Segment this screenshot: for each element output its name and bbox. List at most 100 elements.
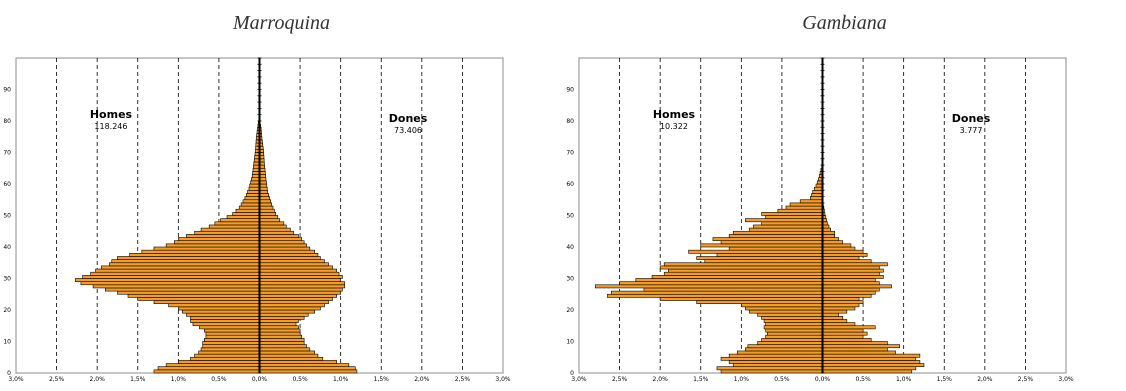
female-group-count: 73.406 (394, 126, 422, 135)
x-tick-label: 2,5% (612, 376, 628, 383)
bar-male (736, 350, 823, 355)
bar-female (259, 240, 305, 245)
bar-female (822, 300, 864, 304)
bar-male (757, 341, 823, 345)
bar-male (82, 275, 260, 279)
bar-female (259, 218, 281, 223)
bar-male (104, 287, 260, 292)
bar-male (178, 237, 260, 242)
pyramid-chart-marroquina: 0 10 20 30 40 50 60 70 80 90 3,0% 2,5% 2,0% 1,5% 1,0% 0… (3, 57, 511, 383)
bar-female (259, 246, 311, 251)
bar-male (728, 234, 823, 238)
y-tick-label: 30 (3, 276, 11, 283)
bar-female (259, 224, 287, 229)
bar-female (822, 293, 872, 298)
bar-male (728, 360, 823, 364)
bar-female (259, 325, 299, 330)
bar-male (202, 341, 260, 345)
bar-male (728, 353, 823, 358)
bar-female (259, 202, 272, 207)
bar-female (822, 303, 860, 308)
bar-male (182, 309, 260, 314)
bar-male (205, 331, 260, 336)
bar-male (720, 369, 823, 374)
bar-female (259, 221, 285, 226)
bar-female (822, 306, 856, 311)
bar-female (259, 212, 277, 216)
bar-male (90, 271, 260, 276)
bar-female (259, 230, 294, 235)
bar-male (157, 366, 260, 371)
bar-male (747, 344, 823, 349)
x-tick-label: 3,0% (1058, 376, 1074, 383)
x-tick-label: 1,5% (937, 376, 953, 383)
bar-female (822, 315, 844, 320)
bar-male (220, 218, 260, 223)
bar-male (741, 303, 823, 308)
bar-male (720, 240, 823, 245)
bar-male (814, 186, 823, 191)
bar-male (244, 196, 260, 201)
bar-male (190, 315, 260, 320)
bar-male (696, 300, 823, 304)
bar-male (594, 284, 823, 289)
bar-male (745, 347, 823, 352)
bar-female (259, 281, 346, 286)
bar-male (127, 293, 260, 298)
bar-female (259, 215, 279, 219)
bar-male (704, 259, 823, 264)
bar-female (259, 341, 305, 345)
bar-male (765, 334, 823, 339)
bar-male (761, 212, 823, 216)
bar-male (204, 338, 260, 342)
y-tick-label: 90 (566, 87, 574, 94)
bar-male (198, 350, 260, 355)
y-tick-label: 80 (566, 118, 574, 125)
bar-male (619, 281, 823, 286)
bar-female (822, 262, 888, 267)
x-tick-label: 0,0% (815, 376, 831, 383)
bar-female (822, 328, 864, 333)
bar-male (137, 297, 260, 301)
bar-male (165, 243, 260, 248)
bar-female (822, 312, 840, 317)
bar-female (259, 262, 329, 267)
y-tick-label: 10 (566, 339, 574, 346)
y-tick-label: 20 (3, 307, 11, 314)
bar-male (745, 306, 823, 311)
x-tick-label: 2,0% (414, 376, 430, 383)
bar-female (259, 186, 268, 191)
bar-female (822, 275, 884, 279)
bar-female (259, 249, 315, 254)
x-tick-label: 1,0% (171, 376, 187, 383)
bar-male (205, 334, 260, 339)
bar-female (822, 265, 880, 270)
bar-male (763, 325, 823, 330)
bar-female (259, 312, 309, 317)
bar-female (259, 309, 315, 314)
bar-female (259, 237, 303, 242)
x-tick-label: 1,5% (374, 376, 390, 383)
male-group-count: 118.246 (94, 122, 127, 131)
bar-male (749, 227, 823, 232)
bar-male (765, 328, 823, 333)
bar-female (259, 287, 343, 292)
y-tick-label: 60 (566, 181, 574, 188)
bar-female (259, 369, 358, 374)
bar-female (259, 290, 341, 295)
bar-male (765, 322, 823, 327)
bar-male (100, 265, 260, 270)
bar-female (822, 322, 856, 327)
bar-female (259, 180, 267, 185)
bar-male (732, 363, 823, 367)
bar-female (259, 363, 350, 367)
bar-female (259, 353, 319, 358)
x-tick-label: 2,5% (49, 376, 65, 383)
bar-female (822, 309, 848, 314)
chart-title: Gambiana (802, 12, 887, 34)
y-tick-label: 0 (7, 370, 11, 377)
bar-male (214, 221, 260, 226)
bar-male (761, 338, 823, 342)
bar-female (259, 259, 325, 264)
bar-male (173, 240, 260, 245)
